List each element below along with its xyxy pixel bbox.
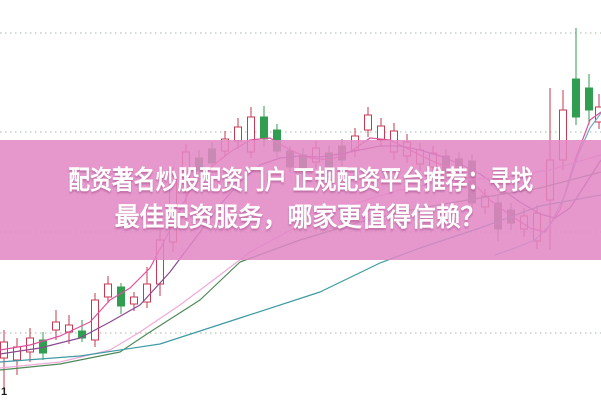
corner-mark: 1	[1, 386, 8, 398]
